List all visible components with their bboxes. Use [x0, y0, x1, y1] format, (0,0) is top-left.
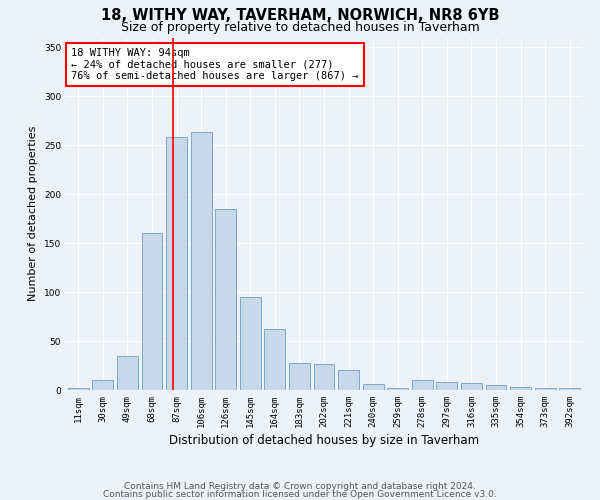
Bar — [215, 209, 236, 390]
Text: Contains public sector information licensed under the Open Government Licence v3: Contains public sector information licen… — [103, 490, 497, 499]
Bar — [166, 138, 187, 390]
Bar — [535, 388, 556, 390]
Bar — [314, 364, 334, 390]
Bar — [289, 362, 310, 390]
Bar — [338, 370, 359, 390]
Bar — [436, 382, 457, 390]
Text: 18 WITHY WAY: 94sqm
← 24% of detached houses are smaller (277)
76% of semi-detac: 18 WITHY WAY: 94sqm ← 24% of detached ho… — [71, 48, 359, 82]
Bar — [117, 356, 138, 390]
Bar — [142, 234, 163, 390]
Bar — [240, 297, 261, 390]
Text: 18, WITHY WAY, TAVERHAM, NORWICH, NR8 6YB: 18, WITHY WAY, TAVERHAM, NORWICH, NR8 6Y… — [101, 8, 499, 22]
X-axis label: Distribution of detached houses by size in Taverham: Distribution of detached houses by size … — [169, 434, 479, 447]
Bar — [461, 383, 482, 390]
Bar — [510, 387, 531, 390]
Bar — [92, 380, 113, 390]
Bar — [191, 132, 212, 390]
Bar — [68, 388, 89, 390]
Bar — [412, 380, 433, 390]
Bar — [485, 385, 506, 390]
Y-axis label: Number of detached properties: Number of detached properties — [28, 126, 38, 302]
Bar — [559, 388, 580, 390]
Bar — [387, 388, 408, 390]
Bar — [265, 330, 286, 390]
Text: Contains HM Land Registry data © Crown copyright and database right 2024.: Contains HM Land Registry data © Crown c… — [124, 482, 476, 491]
Text: Size of property relative to detached houses in Taverham: Size of property relative to detached ho… — [121, 21, 479, 34]
Bar — [362, 384, 383, 390]
